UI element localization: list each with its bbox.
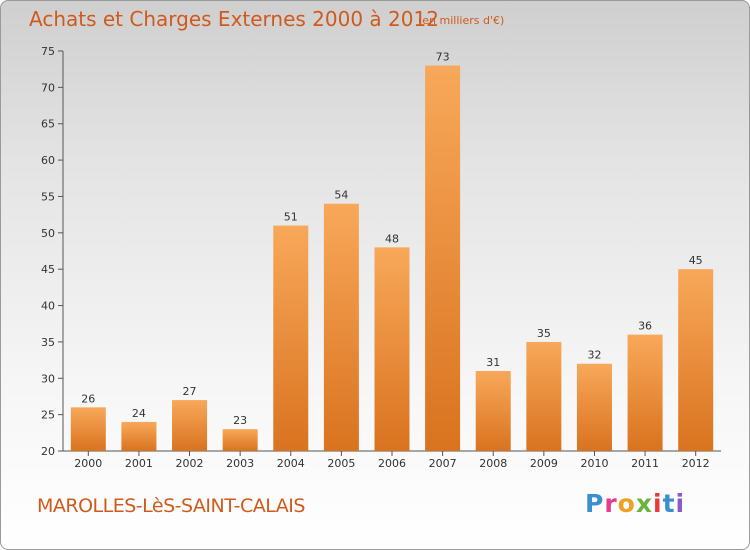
data-label-2000: 26	[81, 392, 95, 405]
data-label-2005: 54	[334, 189, 348, 202]
bar-2007	[425, 65, 461, 451]
axes: 20 25 30 35 40 45 50 55 60 65 70 75 2000 2001 2002 2003…	[41, 45, 721, 470]
x-tick-label: 2010	[580, 457, 608, 470]
data-label-2007: 73	[436, 51, 450, 64]
bar-2011	[627, 334, 663, 451]
y-tick-label: 40	[41, 300, 55, 313]
y-tick-label: 65	[41, 118, 55, 131]
x-tick-label: 2000	[74, 457, 102, 470]
data-label-2004: 51	[284, 211, 298, 224]
data-label-2008: 31	[486, 356, 500, 369]
logo-letter: P	[585, 489, 605, 518]
town-name: MAROLLES-LèS-SAINT-CALAIS	[37, 495, 305, 517]
chart-title: Achats et Charges Externes 2000 à 2012	[29, 7, 439, 31]
data-label-2009: 35	[537, 327, 551, 340]
x-tick-label: 2012	[682, 457, 710, 470]
y-tick-label: 75	[41, 45, 55, 58]
bar-2004	[273, 225, 309, 451]
y-tick-label: 30	[41, 372, 55, 385]
x-tick-label: 2007	[429, 457, 457, 470]
bar-2010	[576, 363, 612, 451]
x-tick-label: 2008	[479, 457, 507, 470]
y-tick-label: 45	[41, 263, 55, 276]
logo-letter: o	[617, 489, 636, 518]
y-tick-label: 20	[41, 445, 55, 458]
logo-letter: i	[653, 489, 663, 518]
x-tick-label: 2005	[327, 457, 355, 470]
y-tick-label: 70	[41, 81, 55, 94]
x-tick-label: 2002	[176, 457, 204, 470]
bar-2009	[526, 341, 562, 451]
data-label-2011: 36	[638, 320, 652, 333]
bar-2012	[678, 269, 714, 451]
data-label-2001: 24	[132, 407, 146, 420]
y-tick-label: 35	[41, 336, 55, 349]
chart-subtitle: (en milliers d'€)	[418, 14, 505, 27]
x-tick-label: 2011	[631, 457, 659, 470]
data-label-2006: 48	[385, 232, 399, 245]
bars	[70, 65, 714, 451]
logo-letter: i	[675, 489, 686, 518]
data-labels: 26 24 27 23 51 54 48 73 31 35 32 36 45	[81, 51, 702, 428]
y-tick-label: 55	[41, 190, 55, 203]
bar-2000	[70, 407, 106, 451]
data-label-2002: 27	[183, 385, 197, 398]
logo-letter: t	[662, 489, 676, 518]
x-tick-label: 2004	[277, 457, 305, 470]
y-tick-label: 50	[41, 227, 55, 240]
x-tick-label: 2006	[378, 457, 406, 470]
proxiti-logo[interactable]: Proxiti	[585, 489, 685, 518]
x-tick-label: 2009	[530, 457, 558, 470]
logo-letter: x	[635, 489, 653, 518]
bar-2001	[121, 421, 157, 451]
bar-2006	[374, 247, 410, 451]
data-label-2012: 45	[689, 254, 703, 267]
bar-2002	[172, 400, 208, 451]
bar-2003	[222, 429, 258, 451]
data-label-2003: 23	[233, 414, 247, 427]
logo-letter: r	[604, 489, 618, 518]
bar-2005	[323, 203, 359, 451]
data-label-2010: 32	[587, 349, 601, 362]
y-tick-label: 60	[41, 154, 55, 167]
bar-2008	[475, 371, 511, 451]
x-tick-label: 2001	[125, 457, 153, 470]
y-tick-label: 25	[41, 409, 55, 422]
x-tick-label: 2003	[226, 457, 254, 470]
